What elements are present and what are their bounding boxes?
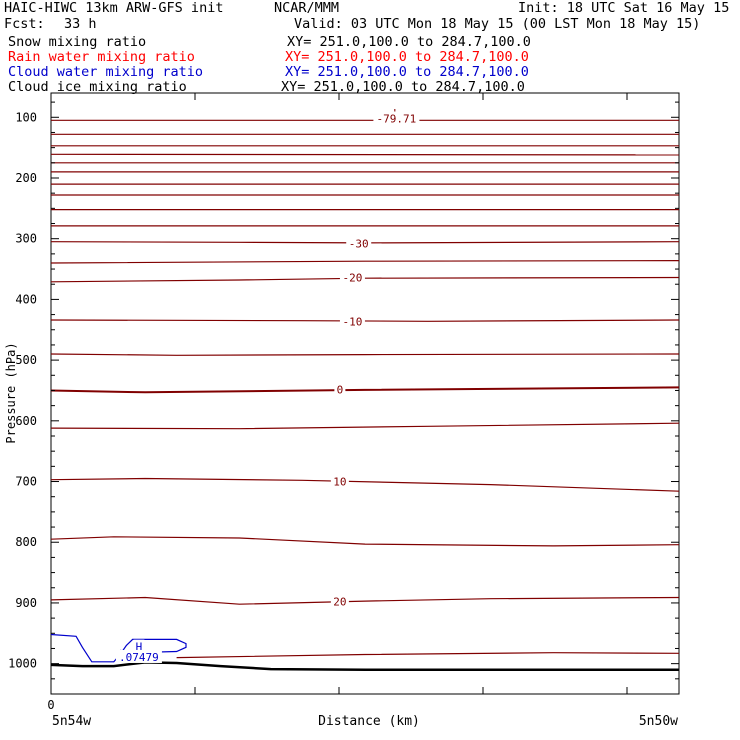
x-endpoint-right: 5n50w: [639, 714, 678, 729]
field-xy: XY= 251.0,100.0 to 284.7,100.0: [285, 49, 529, 65]
init-time: Init: 18 UTC Sat 16 May 15: [518, 0, 730, 16]
terrain-layer: [50, 661, 679, 671]
field-name: Snow mixing ratio: [8, 34, 147, 50]
isotherm-line: [50, 241, 680, 244]
field-name: Cloud water mixing ratio: [8, 64, 204, 80]
isotherm-line: [50, 276, 680, 283]
fcst-label: Fcst:: [4, 16, 45, 32]
y-tick-label: 300: [15, 232, 37, 246]
contour-label: -10: [343, 315, 363, 328]
org-label: NCAR/MMM: [274, 0, 340, 16]
contour-label-bg: [339, 270, 365, 284]
contour-label-bg: [334, 382, 346, 396]
x-tick-label: 0: [47, 698, 54, 712]
y-tick-label: 100: [15, 110, 37, 124]
contour-label: -79.71: [377, 112, 417, 125]
isotherm-line: [50, 153, 680, 156]
x-endpoint-left: 5n54w: [52, 714, 91, 729]
y-tick-label: 200: [15, 171, 37, 185]
isotherm-line: [50, 353, 680, 356]
isotherm-line: [50, 319, 680, 322]
y-tick-label: 400: [15, 292, 37, 306]
contour-label: 10: [333, 476, 346, 489]
contour-label-bg: [339, 314, 365, 328]
valid-time: Valid: 03 UTC Mon 18 May 15 (00 LST Mon …: [294, 16, 701, 32]
contour-label: 20: [333, 596, 346, 609]
fcst-value: 33 h: [64, 16, 97, 32]
y-tick-label: 1000: [8, 657, 37, 671]
x-axis-label: Distance (km): [318, 714, 420, 729]
contour-label: 0: [337, 383, 344, 396]
isotherm-line: [50, 422, 680, 430]
field-name: Rain water mixing ratio: [8, 49, 195, 65]
contour-label-bg: [373, 111, 420, 125]
cloud-water-contours: [50, 633, 187, 663]
contour-label-bg: [330, 594, 349, 608]
y-tick-label: 600: [15, 414, 37, 428]
contour-label-bg: [330, 474, 349, 488]
contour-label: -20: [343, 272, 363, 285]
cloud-water-contour: [50, 633, 187, 663]
isotherm-line: [50, 386, 680, 394]
field-xy: XY= 251.0,100.0 to 284.7,100.0: [285, 64, 529, 80]
plot-frame: [50, 92, 680, 695]
isotherm-lines: [50, 119, 680, 659]
contour-label: .07479: [119, 651, 159, 664]
y-axis-label: Pressure (hPa): [4, 342, 18, 443]
isotherm-line: [176, 652, 680, 659]
y-tick-label: 700: [15, 475, 37, 489]
contour-label-bg: [346, 236, 372, 250]
isotherm-line: [50, 260, 680, 264]
y-tick-label: 900: [15, 596, 37, 610]
isotherm-line: [50, 596, 680, 605]
contour-label-bg: [115, 649, 162, 663]
contour-label-bg: [133, 639, 145, 653]
field-xy: XY= 251.0,100.0 to 284.7,100.0: [287, 34, 531, 50]
contour-label: H: [136, 641, 143, 654]
contour-label: -30: [349, 238, 369, 251]
field-xy: XY= 251.0,100.0 to 284.7,100.0: [281, 79, 525, 95]
model-title: HAIC-HIWC 13km ARW-GFS init: [4, 0, 224, 16]
isotherm-line: [50, 536, 680, 547]
y-tick-label: 500: [15, 353, 37, 367]
isotherm-line: [50, 477, 680, 492]
field-name: Cloud ice mixing ratio: [8, 79, 187, 95]
y-tick-label: 800: [15, 535, 37, 549]
terrain-line: [50, 661, 679, 671]
